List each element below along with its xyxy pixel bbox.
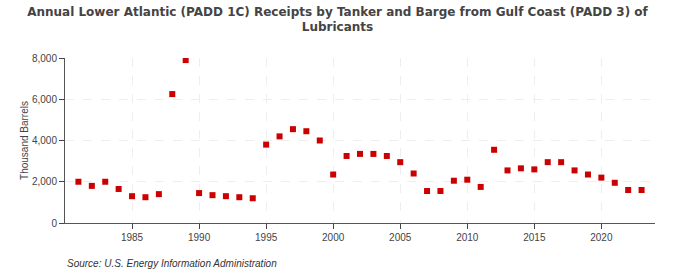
svg-text:Source: U.S. Energy Informatio: Source: U.S. Energy Information Administ… [67,258,277,269]
svg-text:2010: 2010 [456,232,479,243]
svg-text:6,000: 6,000 [32,94,57,105]
svg-text:Thousand Barrels: Thousand Barrels [19,101,30,180]
svg-text:2,000: 2,000 [32,176,57,187]
svg-text:Annual Lower Atlantic (PADD 1C: Annual Lower Atlantic (PADD 1C) Receipts… [27,5,648,35]
svg-text:2015: 2015 [523,232,546,243]
svg-text:4,000: 4,000 [32,135,57,146]
svg-text:2020: 2020 [590,232,613,243]
svg-text:0: 0 [51,218,57,229]
svg-text:1985: 1985 [121,232,144,243]
svg-text:2000: 2000 [322,232,345,243]
svg-text:8,000: 8,000 [32,53,57,64]
svg-text:1995: 1995 [255,232,278,243]
svg-text:1990: 1990 [188,232,211,243]
svg-text:2005: 2005 [389,232,412,243]
